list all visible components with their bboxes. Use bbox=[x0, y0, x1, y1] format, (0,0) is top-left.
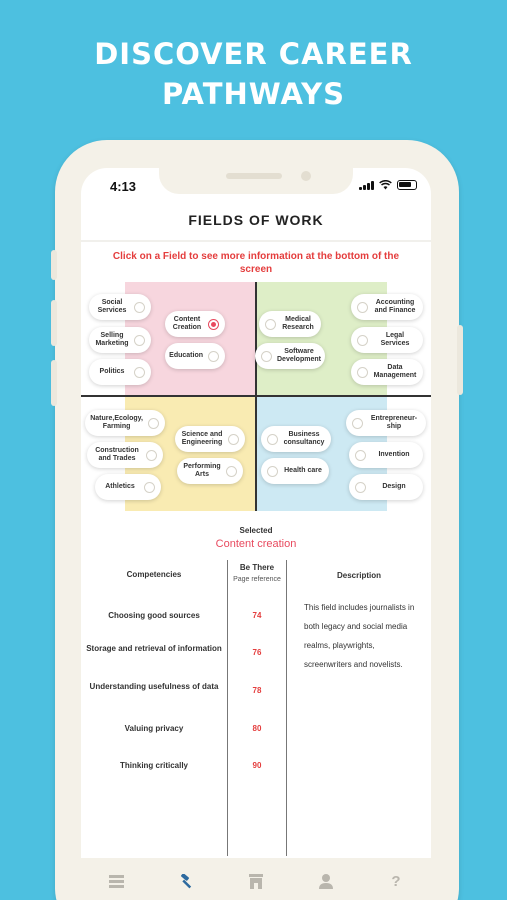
field-construction-trades[interactable]: Construction and Trades bbox=[87, 442, 163, 468]
phone-power-button bbox=[457, 325, 463, 395]
header-be-there: Be There bbox=[239, 563, 275, 572]
phone-screen: 4:13 FIELDS OF WORK Click on a Field to … bbox=[81, 168, 431, 900]
field-design[interactable]: Design bbox=[349, 474, 423, 500]
radio-icon bbox=[357, 334, 368, 346]
column-divider bbox=[286, 560, 287, 856]
selected-field-name: Content creation bbox=[215, 538, 297, 550]
notch bbox=[159, 168, 353, 194]
title-divider bbox=[81, 240, 431, 242]
competency-row: Valuing privacy bbox=[124, 724, 184, 733]
list-icon bbox=[108, 874, 124, 888]
header-competencies: Competencies bbox=[126, 570, 182, 579]
competency-row: Choosing good sources bbox=[108, 611, 200, 620]
page-reference[interactable]: 80 bbox=[252, 724, 262, 733]
radio-icon bbox=[146, 449, 157, 461]
field-nature-ecology-farming[interactable]: Nature,Ecology, Farming bbox=[85, 410, 165, 436]
field-selling-marketing[interactable]: Selling Marketing bbox=[89, 327, 151, 353]
header-description: Description bbox=[336, 571, 381, 580]
headline-line-1: DISCOVER CAREER bbox=[94, 37, 413, 71]
field-performing-arts[interactable]: Performing Arts bbox=[177, 458, 243, 484]
field-entrepreneurship[interactable]: Entrepreneur-ship bbox=[346, 410, 426, 436]
page-reference[interactable]: 74 bbox=[252, 611, 262, 620]
competency-row: Thinking critically bbox=[119, 761, 188, 770]
radio-icon bbox=[144, 481, 155, 493]
radio-icon bbox=[352, 417, 363, 429]
headline-line-2: PATHWAYS bbox=[161, 77, 346, 111]
header-page-reference: Page reference bbox=[233, 576, 281, 583]
tab-tools[interactable] bbox=[171, 866, 201, 896]
field-athletics[interactable]: Athletics bbox=[95, 474, 161, 500]
horizontal-axis bbox=[81, 395, 431, 397]
field-content-creation[interactable]: Content Creation bbox=[165, 311, 225, 337]
competency-row: Storage and retrieval of information bbox=[86, 644, 222, 653]
radio-icon bbox=[208, 350, 219, 362]
field-invention[interactable]: Invention bbox=[349, 442, 423, 468]
status-icons bbox=[359, 180, 417, 190]
radio-icon bbox=[134, 334, 145, 346]
page-title: FIELDS OF WORK bbox=[188, 212, 324, 228]
building-icon bbox=[249, 873, 263, 889]
field-software-development[interactable]: Software Development bbox=[255, 343, 325, 369]
page-reference[interactable]: 76 bbox=[252, 648, 262, 657]
field-education[interactable]: Education bbox=[165, 343, 225, 369]
radio-icon bbox=[261, 350, 272, 362]
tab-profile[interactable] bbox=[311, 866, 341, 896]
radio-icon bbox=[267, 465, 278, 477]
radio-icon bbox=[355, 449, 366, 461]
radio-icon bbox=[357, 366, 368, 378]
hammer-icon bbox=[180, 873, 191, 888]
tab-buildings[interactable] bbox=[241, 866, 271, 896]
column-divider bbox=[227, 560, 228, 856]
radio-icon bbox=[134, 366, 145, 378]
page-reference[interactable]: 78 bbox=[252, 686, 262, 695]
field-description: This field includes journalists in both … bbox=[304, 603, 415, 669]
help-icon: ? bbox=[391, 872, 401, 890]
phone-volume-up bbox=[51, 300, 57, 346]
camera bbox=[301, 171, 311, 181]
person-icon bbox=[319, 873, 333, 889]
instruction-text: Click on a Field to see more information… bbox=[112, 251, 400, 275]
tab-help[interactable]: ? bbox=[381, 866, 411, 896]
radio-icon bbox=[265, 318, 276, 330]
headline: DISCOVER CAREER PATHWAYS bbox=[0, 34, 507, 114]
selected-label: Selected bbox=[239, 526, 273, 535]
field-social-services[interactable]: Social Services bbox=[89, 294, 151, 320]
page-reference[interactable]: 90 bbox=[252, 761, 262, 770]
field-accounting-finance[interactable]: Accounting and Finance bbox=[351, 294, 423, 320]
field-science-engineering[interactable]: Science and Engineering bbox=[175, 426, 245, 452]
radio-icon bbox=[357, 301, 368, 313]
phone-volume-down bbox=[51, 360, 57, 406]
radio-icon bbox=[267, 433, 278, 445]
signal-icon bbox=[359, 180, 374, 190]
tab-bar: ? bbox=[81, 858, 431, 900]
field-health-care[interactable]: Health care bbox=[261, 458, 329, 484]
speaker bbox=[226, 173, 282, 179]
radio-icon bbox=[148, 417, 159, 429]
radio-selected-icon bbox=[208, 318, 219, 330]
radio-icon bbox=[228, 433, 239, 445]
field-business-consultancy[interactable]: Business consultancy bbox=[261, 426, 331, 452]
radio-icon bbox=[355, 481, 366, 493]
wifi-icon bbox=[379, 180, 392, 190]
phone-mute-switch bbox=[51, 250, 57, 280]
radio-icon bbox=[226, 465, 237, 477]
radio-icon bbox=[134, 301, 145, 313]
battery-icon bbox=[397, 180, 417, 190]
field-data-management[interactable]: Data Management bbox=[351, 359, 423, 385]
competency-row: Understanding usefulness of data bbox=[89, 682, 219, 691]
tab-list[interactable] bbox=[101, 866, 131, 896]
field-legal-services[interactable]: Legal Services bbox=[351, 327, 423, 353]
field-politics[interactable]: Politics bbox=[89, 359, 151, 385]
competency-table: Competencies Be There Page reference Des… bbox=[81, 560, 431, 860]
status-time: 4:13 bbox=[110, 179, 137, 194]
field-medical-research[interactable]: Medical Research bbox=[259, 311, 321, 337]
